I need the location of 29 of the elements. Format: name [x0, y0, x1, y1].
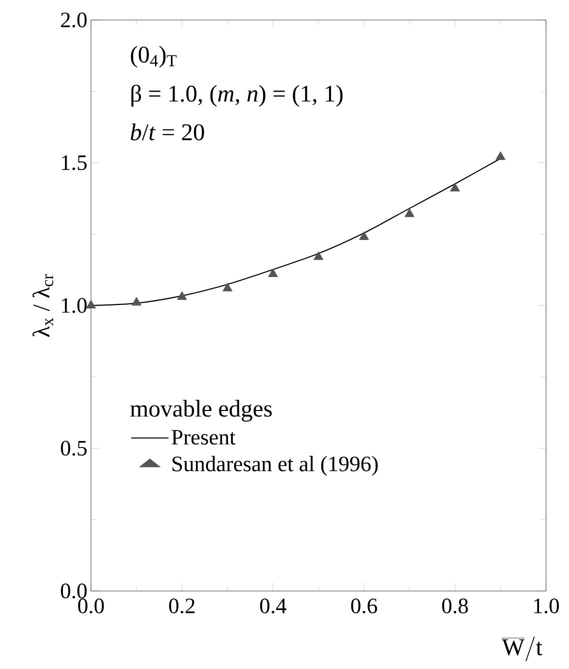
y-tick-label: 1.5: [62, 155, 87, 170]
point: [177, 291, 187, 300]
point: [314, 251, 324, 260]
y-tick-label: 0.5: [60, 440, 87, 456]
x-tick-label: 1.0: [534, 598, 559, 614]
y-axis-title: λ$_{x}$ / λ$_{cr}$: [32, 274, 54, 337]
y-tick-label: 2.0: [61, 12, 87, 28]
x-tick-label: 0.2: [169, 598, 194, 614]
point: [132, 296, 142, 306]
y-tick-label: 0.0: [60, 584, 87, 598]
point: [359, 231, 369, 240]
x-tick-label: 0.4: [260, 598, 286, 614]
legend-label: Present: [172, 430, 236, 445]
legend-label: Sundaresan et al (1996): [172, 456, 378, 476]
annotation: b/t = 20: [130, 124, 204, 140]
annotation: movable edges: [130, 400, 272, 422]
point: [404, 208, 414, 218]
point: [450, 182, 460, 192]
x-tick-label: 0.6: [351, 598, 378, 614]
annotation: β = 1.0, (m, n) = (1, 1): [131, 84, 343, 107]
point: [496, 151, 506, 160]
annotation: (0$_{4}$)$_{T}$: [130, 46, 177, 68]
point: [222, 282, 232, 292]
y-tick-label: 1.0: [62, 298, 87, 313]
x-axis-title: $\overline{\mathrm{W}}/\mathrm{t}$: [502, 636, 542, 662]
x-tick-label: 0.0: [78, 598, 104, 614]
point: [86, 300, 96, 308]
x-tick-label: 0.8: [442, 598, 468, 614]
point: [268, 268, 278, 278]
